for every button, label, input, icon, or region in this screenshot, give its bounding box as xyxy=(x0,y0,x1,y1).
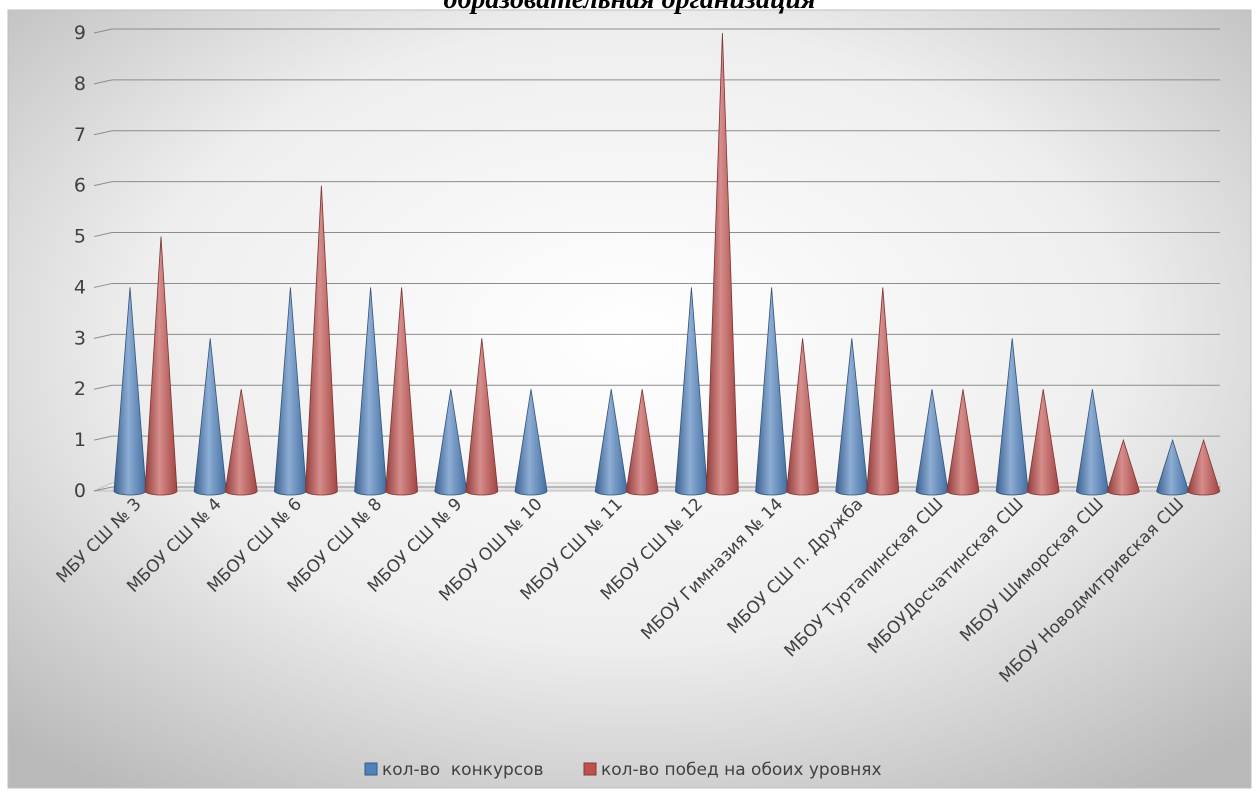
cone-mark xyxy=(224,389,258,496)
y-tick-label: 2 xyxy=(74,378,86,400)
bar-2-13 xyxy=(1106,438,1140,496)
cone-mark xyxy=(1106,438,1140,496)
legend-label-series-2: кол-во побед на обоих уровнях xyxy=(601,760,882,780)
y-tick-label: 3 xyxy=(74,327,86,349)
cone-mark xyxy=(946,389,980,496)
gridline xyxy=(93,333,1220,339)
gridline xyxy=(93,232,1220,238)
cone-mark xyxy=(514,389,548,496)
legend-swatch-series-2 xyxy=(583,762,597,776)
cone-mark xyxy=(1187,438,1221,496)
bar-2-2 xyxy=(224,389,258,496)
y-tick-label: 8 xyxy=(74,73,86,95)
bar-2-5 xyxy=(465,338,499,496)
bar-2-3 xyxy=(304,185,338,496)
bar-2-4 xyxy=(385,287,419,496)
y-tick-label: 9 xyxy=(74,22,86,44)
bar-1-6 xyxy=(514,389,548,496)
gridline xyxy=(93,28,1220,34)
bar-2-11 xyxy=(946,389,980,496)
cone-mark xyxy=(144,236,178,496)
legend-swatch-series-1 xyxy=(364,762,378,776)
cone-mark xyxy=(705,32,739,496)
cone-mark xyxy=(1026,389,1060,496)
cone-mark xyxy=(786,338,820,496)
bar-2-9 xyxy=(786,338,820,496)
gridline xyxy=(93,130,1220,136)
y-tick-label: 7 xyxy=(74,124,86,146)
cone-mark xyxy=(625,389,659,496)
y-tick-label: 4 xyxy=(74,276,86,298)
chart-background xyxy=(7,9,1252,789)
cone-mark xyxy=(465,338,499,496)
cone-mark xyxy=(866,287,900,496)
chart-title: образовательная организация xyxy=(443,0,815,15)
bar-2-14 xyxy=(1187,438,1221,496)
bar-2-12 xyxy=(1026,389,1060,496)
bar-2-10 xyxy=(866,287,900,496)
y-tick-label: 6 xyxy=(74,175,86,197)
y-tick-label: 1 xyxy=(74,429,86,451)
y-tick-label: 5 xyxy=(74,226,86,248)
bar-2-8 xyxy=(705,32,739,496)
bar-2-1 xyxy=(144,236,178,496)
cone-mark xyxy=(385,287,419,496)
legend-label-series-1: кол-во конкурсов xyxy=(382,760,544,780)
bar-2-7 xyxy=(625,389,659,496)
gridline xyxy=(93,181,1220,187)
gridline xyxy=(93,282,1220,288)
y-axis-tick-labels: 0 1 2 3 4 5 6 7 8 9 xyxy=(74,22,86,502)
legend: кол-во конкурсов кол-во побед на обоих у… xyxy=(364,760,882,780)
gridline xyxy=(93,79,1220,85)
y-tick-label: 0 xyxy=(74,480,86,502)
cone-mark xyxy=(304,185,338,496)
chart-marks xyxy=(113,32,1221,496)
